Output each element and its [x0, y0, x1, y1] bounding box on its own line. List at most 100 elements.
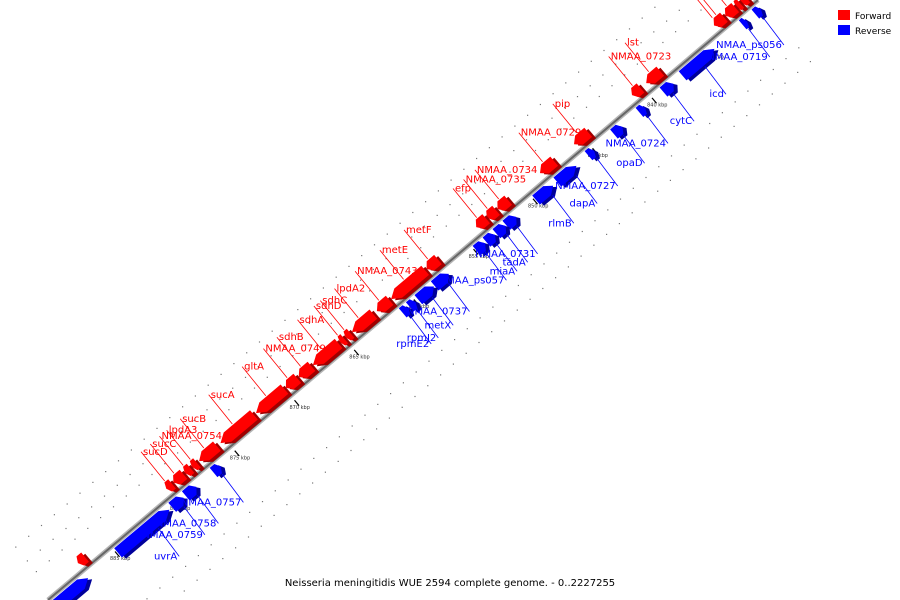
guide-dot [603, 49, 605, 52]
label-leader-line [448, 283, 470, 312]
guide-dot [197, 555, 199, 557]
label-leader-line [354, 270, 380, 301]
guide-dot [356, 301, 358, 303]
background-dots [15, 6, 811, 600]
reverse-gene-rpmj2 [405, 299, 418, 312]
guide-dot [299, 493, 301, 495]
legend: Forward Reverse [838, 10, 892, 37]
guide-dot [462, 193, 464, 195]
guide-dot [474, 182, 477, 184]
forward-label-nmaa-0723: NMAA_0723 [611, 52, 672, 63]
reverse-label-nmaa-0727: NMAA_0727 [555, 181, 616, 192]
guide-dot [155, 452, 157, 454]
tick-mark [114, 551, 120, 558]
guide-dot [644, 201, 646, 203]
guide-dot [116, 484, 118, 486]
guide-dot [202, 430, 204, 432]
forward-gene-dut [724, 3, 740, 18]
guide-dot [398, 247, 400, 249]
guide-dot [721, 112, 723, 114]
label-leader-line [646, 115, 669, 144]
forward-gene-lst [646, 66, 665, 84]
guide-dot [746, 115, 748, 117]
guide-dot [270, 355, 272, 357]
guide-dot [279, 365, 281, 368]
label-leader-line [157, 527, 180, 557]
guide-dot [223, 533, 225, 535]
reverse-label-miaa: miaA [490, 266, 516, 277]
guide-dot [539, 103, 541, 106]
label-leader-line [748, 28, 771, 58]
guide-dot [602, 74, 604, 76]
label-leader-line [263, 348, 288, 379]
reverse-label-opad: opaD [616, 158, 643, 169]
legend-reverse-swatch [838, 25, 850, 35]
forward-label-efp: efp [455, 184, 471, 195]
forward-label-nmaa-0735: NMAA_0735 [466, 175, 527, 186]
guide-dot [189, 441, 191, 443]
reverse-label-nmaa-0759: NMAA_0759 [142, 530, 203, 541]
guide-dot [112, 506, 115, 508]
label-leader-line [672, 92, 695, 122]
guide-dot [797, 71, 799, 73]
label-leader-line [624, 42, 650, 73]
label-leader-line [297, 319, 322, 350]
guide-dot [683, 144, 685, 146]
guide-dot [576, 96, 579, 98]
forward-gene-sdhb [298, 361, 316, 378]
reverse-label-nmaa-ps056: NMAA_ps056 [716, 40, 782, 51]
guide-dot [615, 63, 617, 65]
backbone-line [47, 0, 759, 600]
reverse-gene-unnamed [52, 578, 89, 600]
guide-dot [734, 101, 736, 103]
reverse-label-uvra: uvrA [154, 551, 177, 562]
reverse-gene-rpme2 [398, 305, 411, 318]
guide-dot [258, 341, 261, 343]
guide-dot [286, 504, 288, 506]
guide-dot [425, 201, 427, 203]
reverse-label-nmaa-0757: NMAA_0757 [181, 497, 242, 508]
guide-dot [194, 395, 196, 397]
label-leader-line [208, 394, 233, 425]
guide-dot [414, 395, 416, 398]
tick-mark [532, 198, 538, 205]
reverse-label-nmaa-0737: NMAA_0737 [407, 307, 468, 318]
guide-dot [412, 211, 414, 214]
guide-dot [458, 214, 460, 216]
tick-mark [651, 97, 657, 104]
label-leader-line [149, 443, 175, 474]
guide-dot [581, 230, 583, 233]
forward-gene-nmaa-0754 [183, 463, 195, 476]
forward-gene-nmaa-0723 [631, 83, 645, 98]
forward-label-nmaa-0749: NMAA_0749 [265, 344, 326, 355]
guide-dot [624, 74, 626, 76]
guide-dot [450, 179, 452, 181]
forward-label-nmaa-0729: NMAA_0729 [521, 128, 582, 139]
forward-gene-pip [574, 127, 593, 145]
forward-gene-sdha [312, 338, 343, 366]
forward-label-pip: pip [555, 99, 570, 110]
guide-dot [343, 311, 345, 314]
guide-dot [246, 352, 248, 354]
tick-mark [294, 399, 300, 407]
guide-dot [411, 236, 413, 238]
guide-dot [117, 460, 120, 462]
guide-dot [487, 171, 489, 173]
guide-dot [247, 536, 250, 538]
guide-dot [552, 93, 554, 95]
guide-dot [662, 41, 664, 44]
reverse-gene-icd [678, 48, 715, 81]
guide-dot [616, 39, 618, 41]
reverse-gene-tada [492, 224, 507, 239]
guide-dot [65, 527, 67, 530]
guide-dot [78, 517, 80, 519]
guide-dot [196, 579, 198, 581]
label-leader-line [221, 473, 244, 503]
forward-gene-sucb [199, 441, 221, 462]
guide-dot [758, 104, 761, 106]
guide-dot [700, 9, 702, 11]
guide-dot [283, 344, 285, 346]
guide-dot [296, 333, 298, 335]
guide-dot [505, 295, 507, 297]
guide-dot [423, 225, 425, 227]
